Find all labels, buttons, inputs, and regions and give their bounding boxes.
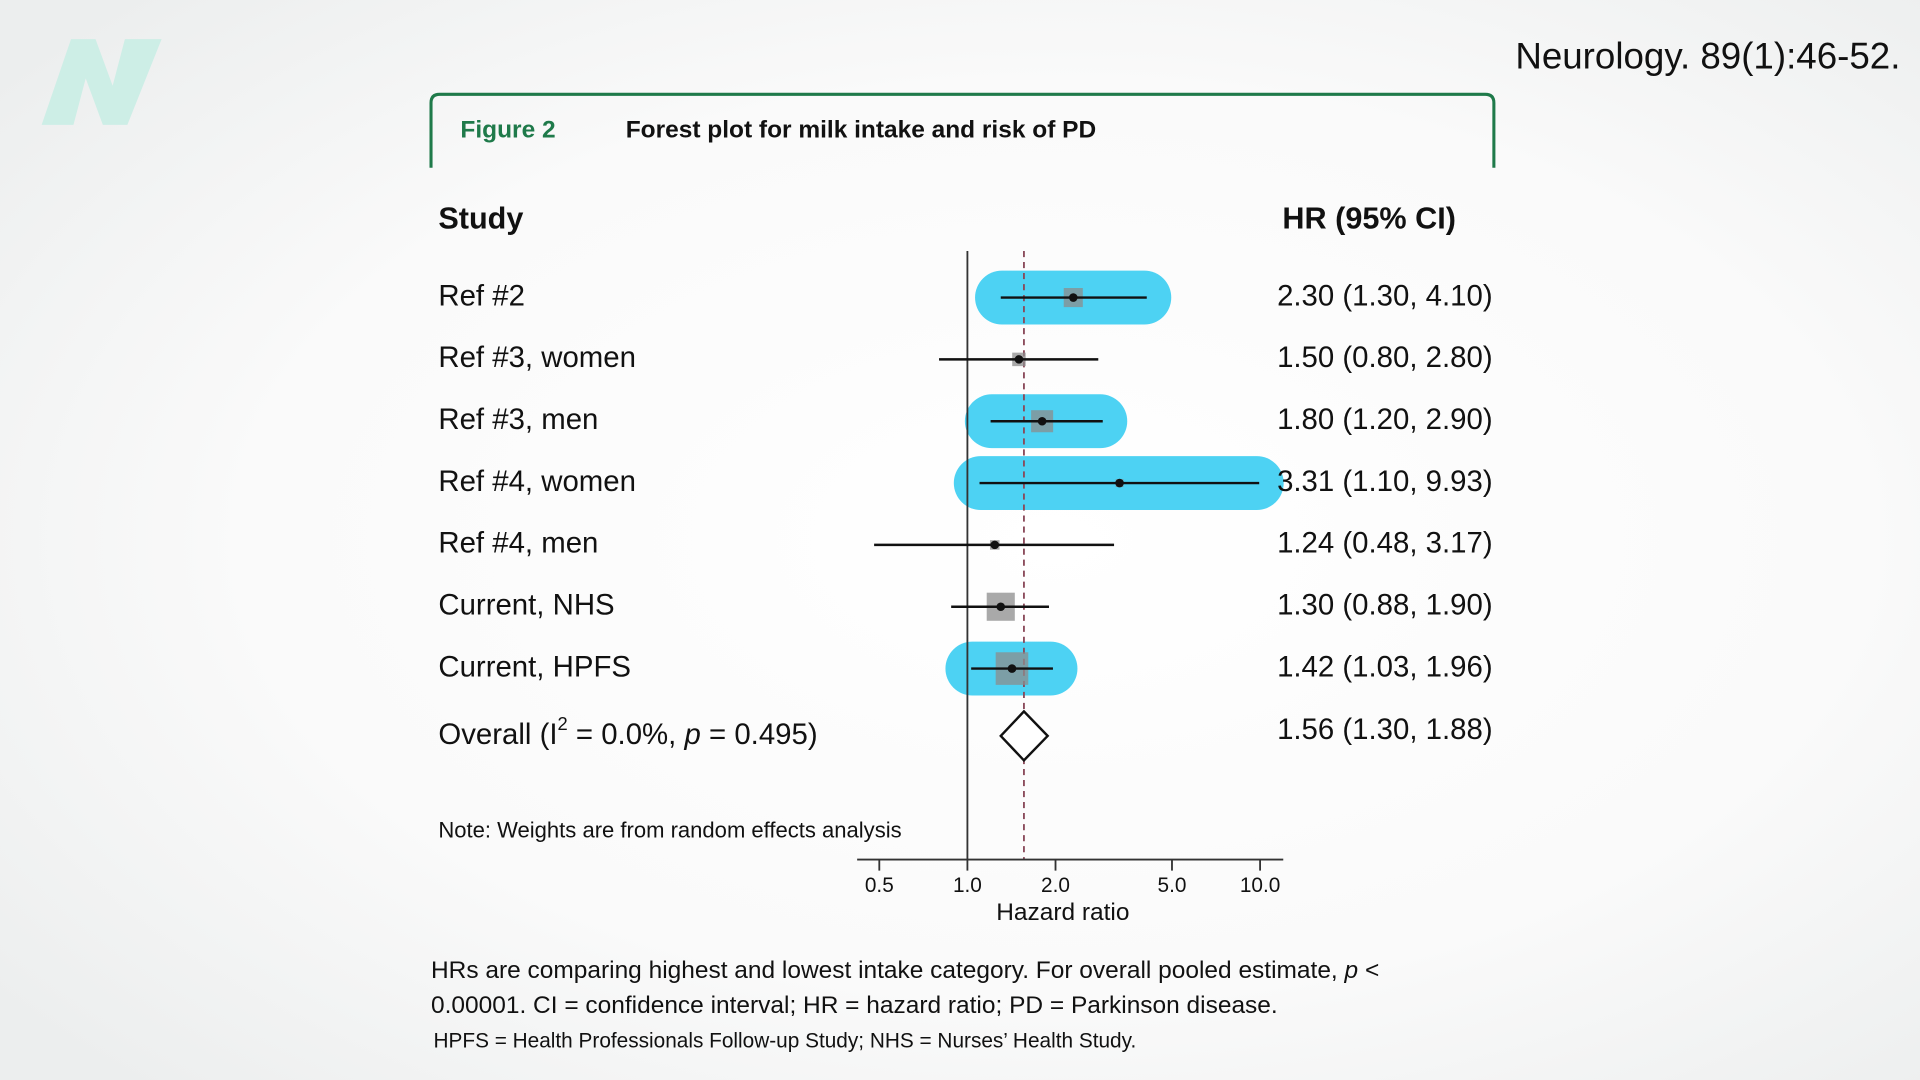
study-label: Ref #2 [438,279,525,312]
hr-label: 1.24 (0.48, 3.17) [1277,527,1493,560]
x-tick-label: 2.0 [1041,874,1070,897]
point-estimate [1115,478,1124,488]
footnote-part: < [1358,958,1379,985]
footnote-line: HPFS = Health Professionals Follow-up St… [433,1030,1136,1053]
hr-label: 1.42 (1.03, 1.96) [1277,650,1493,683]
figure-title: Forest plot for milk intake and risk of … [626,116,1096,143]
hr-header: HR (95% CI) [1282,202,1455,236]
footnote-line: 0.00001. CI = confidence interval; HR = … [431,992,1278,1019]
hr-label: 3.31 (1.10, 9.93) [1277,465,1493,498]
overall-label-part: Overall (I [438,718,557,751]
study-header: Study [438,202,523,236]
overall-label-sup: 2 [558,713,568,734]
study-label: Ref #3, men [438,403,598,436]
x-tick-label: 10.0 [1240,874,1280,897]
study-label: Ref #4, women [438,465,636,498]
footnote-part: HRs are comparing highest and lowest int… [431,958,1345,985]
figure-label: Figure 2 [460,116,555,143]
overall-label-italic: p [684,718,701,751]
note: Note: Weights are from random effects an… [438,817,901,842]
overall-hr-label: 1.56 (1.30, 1.88) [1277,713,1493,746]
point-estimate [1068,293,1078,302]
figure-header-box [429,92,1496,168]
study-label: Ref #3, women [438,341,636,374]
hr-label: 2.30 (1.30, 4.10) [1277,279,1493,312]
plot: 0.5 1.0 2.0 5.0 10.0 Ref #2 2.30 (1.30, 4.10) R… [438,251,1493,897]
point-estimate [1037,416,1047,426]
study-label: Current, NHS [438,589,614,622]
point-estimate [1014,355,1024,364]
overall-label-part: = 0.0%, [568,718,685,751]
citation: Neurology. 89(1):46-52. [1515,35,1900,76]
study-label: Ref #4, men [438,527,598,560]
logo [41,39,162,125]
overall-label: Overall (I2 = 0.0%, p = 0.495) [438,713,817,751]
x-tick-label: 1.0 [953,874,982,897]
study-label: Current, HPFS [438,650,631,683]
point-estimate [990,540,1000,550]
overall-label-part: = 0.495) [701,718,818,751]
footnote-italic: p [1344,958,1359,985]
point-estimate [996,602,1006,612]
overall-diamond [999,709,1050,763]
hr-label: 1.30 (0.88, 1.90) [1277,589,1493,622]
x-tick-label: 0.5 [865,874,894,897]
x-axis-label: Hazard ratio [996,899,1129,926]
hr-label: 1.50 (0.80, 2.80) [1277,341,1493,374]
footnote-line: HRs are comparing highest and lowest int… [431,958,1379,985]
hr-label: 1.80 (1.20, 2.90) [1277,403,1493,436]
point-estimate [1007,664,1017,673]
x-tick-label: 5.0 [1158,874,1187,897]
